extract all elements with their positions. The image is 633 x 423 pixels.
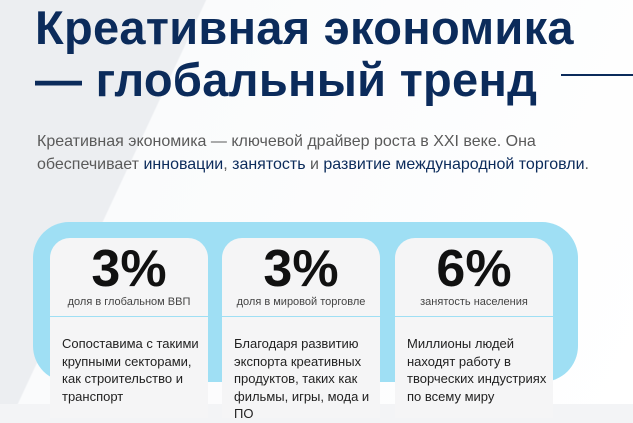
- decorative-rule: [561, 74, 633, 76]
- stat-value: 6%: [436, 240, 512, 298]
- lead-sep: ,: [223, 156, 233, 173]
- highlight-employment: занятость: [232, 156, 306, 173]
- divider: [222, 316, 380, 317]
- stat-value: 3%: [263, 240, 339, 298]
- stat-card-employment: 6% занятость населения Миллионы людей на…: [395, 238, 553, 418]
- divider: [50, 316, 208, 317]
- highlight-innovation: инновации: [143, 156, 224, 173]
- stat-card-gdp: 3% доля в глобальном ВВП Сопоставима с т…: [50, 238, 208, 418]
- stat-description: Сопоставима с такими крупными секторами,…: [62, 336, 199, 404]
- page-title: Креативная экономика — глобальный тренд: [35, 2, 574, 106]
- stat-label: занятость населения: [420, 296, 528, 308]
- highlight-trade: развитие международной торговли: [323, 156, 585, 173]
- stat-value: 3%: [91, 240, 167, 298]
- divider: [395, 316, 553, 317]
- lead-text: Креативная экономика — ключевой драйвер …: [37, 133, 536, 173]
- stat-description: Благодаря развитию экспорта креативных п…: [234, 336, 370, 421]
- lead-sep: и: [305, 156, 324, 173]
- stat-label: доля в мировой торговле: [236, 296, 366, 308]
- stat-description: Миллионы людей находят работу в творческ…: [407, 336, 547, 404]
- stat-label: доля в глобальном ВВП: [67, 296, 191, 308]
- title-line-2: — глобальный тренд: [35, 53, 538, 106]
- lead-end: .: [584, 156, 589, 173]
- stat-card-trade: 3% доля в мировой торговле Благодаря раз…: [222, 238, 380, 421]
- lead-paragraph: Креативная экономика — ключевой драйвер …: [37, 130, 617, 176]
- title-line-1: Креативная экономика: [35, 1, 574, 54]
